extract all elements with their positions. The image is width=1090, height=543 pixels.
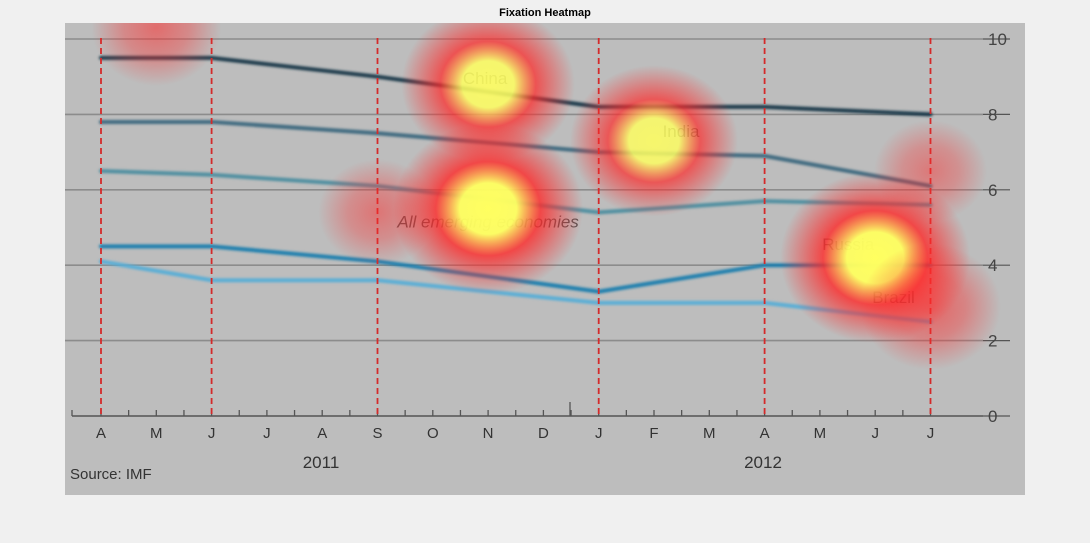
x-tick-label: D bbox=[538, 425, 549, 442]
y-tick-label: 10 bbox=[988, 30, 1007, 49]
x-tick-label: J bbox=[263, 425, 271, 442]
y-tick-label: 2 bbox=[988, 332, 997, 351]
x-tick-label: J bbox=[595, 425, 603, 442]
x-tick-label: N bbox=[483, 425, 494, 442]
x-tick-label: A bbox=[760, 425, 770, 442]
x-tick-label: M bbox=[703, 425, 716, 442]
year-label: 2012 bbox=[744, 453, 782, 472]
y-tick-label: 4 bbox=[988, 256, 997, 275]
heat-spot bbox=[401, 23, 575, 163]
x-tick-label: A bbox=[96, 425, 106, 442]
heat-spot bbox=[393, 123, 584, 295]
x-tick-label: J bbox=[208, 425, 216, 442]
heatmap-chart: 0 2 4 6 8 10 A M J J A S O N D J F M A M J J 2011 2012 Source: I… bbox=[65, 23, 1025, 495]
heat-spot bbox=[874, 120, 987, 222]
heat-spot bbox=[570, 65, 738, 217]
x-tick-label: J bbox=[927, 425, 935, 442]
figure-title: Fixation Heatmap bbox=[499, 7, 591, 19]
x-tick-label: O bbox=[427, 425, 439, 442]
year-label: 2011 bbox=[303, 453, 340, 472]
heat-spot bbox=[91, 23, 222, 86]
y-tick-label: 8 bbox=[988, 105, 997, 124]
heat-spot bbox=[860, 243, 1001, 370]
x-tick-label: M bbox=[150, 425, 163, 442]
x-tick-label: F bbox=[649, 425, 658, 442]
x-tick-label: A bbox=[317, 425, 327, 442]
x-tick-label: M bbox=[814, 425, 827, 442]
source-note: Source: IMF bbox=[70, 466, 152, 483]
y-tick-label: 6 bbox=[988, 181, 997, 200]
x-tick-label: S bbox=[372, 425, 382, 442]
x-tick-label: J bbox=[871, 425, 879, 442]
y-tick-label: 0 bbox=[988, 407, 997, 426]
heat-spot bbox=[318, 159, 437, 266]
